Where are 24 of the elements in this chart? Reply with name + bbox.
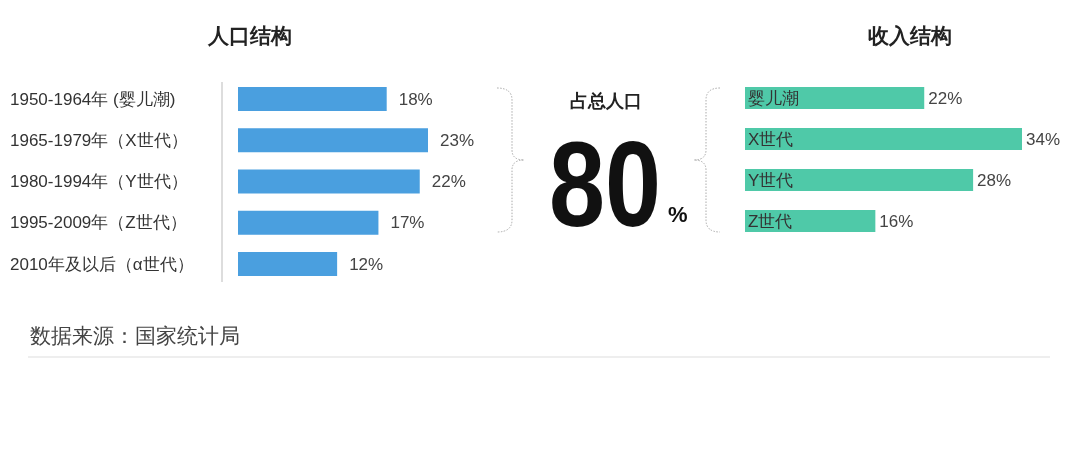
value-label: 18% xyxy=(398,89,433,109)
annotation: 80 xyxy=(549,117,661,251)
title: 收入结构 xyxy=(868,24,952,47)
value-label: 16% xyxy=(879,211,914,231)
value-label: 28% xyxy=(977,170,1012,190)
category-label: Y世代 xyxy=(748,170,794,190)
value-label: 34% xyxy=(1026,129,1061,149)
annotation: % xyxy=(668,202,688,227)
annotation: 数据来源：国家统计局 xyxy=(30,324,240,347)
category-label: 1980-1994年（Y世代） xyxy=(10,172,188,191)
category-label: 1950-1964年 (婴儿潮) xyxy=(10,89,176,109)
value-label: 22% xyxy=(928,88,963,108)
value-label: 23% xyxy=(440,130,475,150)
category-label: Z世代 xyxy=(748,211,793,231)
title: 人口结构 xyxy=(208,24,292,47)
value-label: 12% xyxy=(349,254,384,274)
category-label: 婴儿潮 xyxy=(748,88,799,108)
category-label: 1995-2009年（Z世代） xyxy=(10,213,187,233)
category-label: 2010年及以后（α世代） xyxy=(10,254,194,274)
value-label: 22% xyxy=(431,172,466,191)
category-label: X世代 xyxy=(748,129,794,149)
category-label: 1965-1979年（X世代） xyxy=(10,130,188,150)
value-label: 17% xyxy=(390,213,425,233)
title: 占总人口 xyxy=(570,91,642,111)
